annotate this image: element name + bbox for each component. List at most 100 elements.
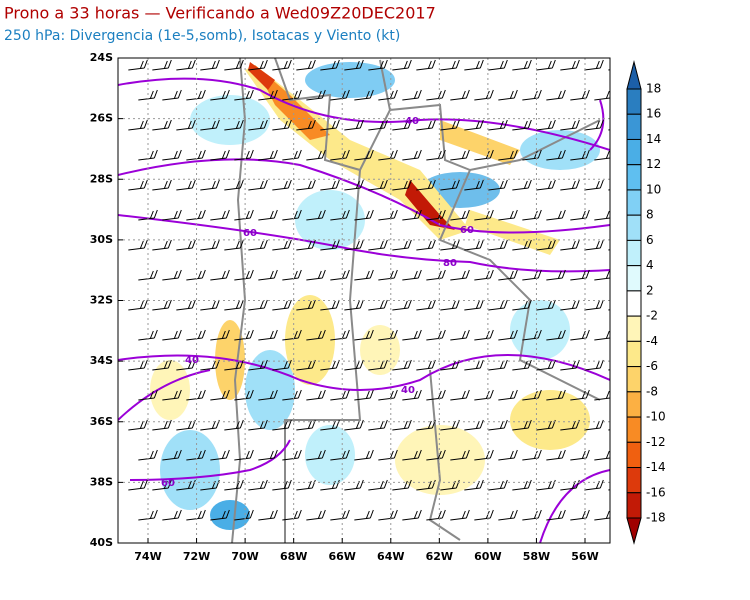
- wind-barb: [536, 299, 556, 311]
- wind-barb: [306, 449, 326, 461]
- wind-barb: [392, 119, 412, 131]
- wind-barb: [608, 369, 610, 371]
- wind-barb: [354, 509, 374, 521]
- wind-barb: [224, 239, 244, 251]
- wind-barb: [248, 299, 268, 311]
- wind-barb: [282, 449, 302, 461]
- wind-barb: [416, 119, 436, 131]
- colorbar-label: -8: [646, 384, 658, 398]
- lat-label: 32S: [90, 294, 113, 307]
- wind-barb: [354, 329, 374, 341]
- wind-barb: [354, 269, 374, 281]
- wind-barb: [546, 269, 566, 281]
- colorbar-swatch: [626, 492, 642, 519]
- wind-barb: [272, 299, 292, 311]
- wind-barb: [162, 89, 182, 101]
- lon-label: 62W: [426, 550, 453, 563]
- wind-barb: [378, 269, 398, 281]
- wind-barb: [570, 209, 590, 221]
- wind-barb: [200, 119, 220, 131]
- wind-barb: [138, 149, 158, 161]
- wind-barb: [368, 359, 388, 371]
- wind-barb: [464, 119, 484, 131]
- wind-barb: [522, 389, 542, 401]
- wind-barb: [402, 449, 422, 461]
- wind-barb: [378, 89, 398, 101]
- wind-barb: [224, 119, 244, 131]
- wind-barb: [402, 269, 422, 281]
- axes: 24S 26S 28S 30S 32S 34S 36S 38S 40S 74W 72W 70W 68W 6…: [90, 51, 599, 563]
- wind-barb: [594, 150, 610, 161]
- wind-barb: [210, 509, 230, 521]
- wind-barb: [330, 509, 350, 521]
- wind-barb: [512, 239, 532, 251]
- wind-barb: [128, 299, 148, 311]
- wind-barb: [464, 239, 484, 251]
- wind-barb: [128, 59, 148, 71]
- contour-label: 40: [185, 355, 199, 366]
- wind-barb: [234, 269, 254, 281]
- wind-barb: [522, 509, 542, 521]
- wind-barb: [128, 239, 148, 251]
- wind-barb: [186, 449, 206, 461]
- lon-label: 60W: [474, 550, 501, 563]
- lon-label: 58W: [523, 550, 550, 563]
- wind-barb: [608, 69, 610, 71]
- wind-barb: [186, 509, 206, 521]
- wind-barb: [186, 329, 206, 341]
- wind-barb: [258, 329, 278, 341]
- wind-barb: [608, 129, 610, 131]
- wind-barb: [258, 209, 278, 221]
- wind-barb: [234, 449, 254, 461]
- wind-barb: [416, 59, 436, 71]
- wind-barb: [152, 119, 172, 131]
- wind-barb: [392, 239, 412, 251]
- wind-barb: [282, 329, 302, 341]
- wind-barb: [570, 449, 590, 461]
- wind-barb: [512, 299, 532, 311]
- wind-barb: [200, 239, 220, 251]
- wind-barb: [162, 449, 182, 461]
- wind-barb: [224, 359, 244, 371]
- wind-barb: [450, 149, 470, 161]
- wind-barb: [402, 389, 422, 401]
- wind-barb: [344, 359, 364, 371]
- wind-barb: [416, 299, 436, 311]
- wind-barb: [402, 209, 422, 221]
- wind-barb: [488, 59, 508, 71]
- colorbar-arrow: [626, 60, 642, 90]
- wind-barb: [378, 509, 398, 521]
- wind-barb: [488, 419, 508, 431]
- wind-barb: [546, 209, 566, 221]
- wind-barb: [282, 209, 302, 221]
- wind-barb: [234, 389, 254, 401]
- colorbar-label: 6: [646, 233, 654, 247]
- colorbar-swatch: [626, 290, 642, 317]
- wind-barb: [258, 269, 278, 281]
- wind-barb: [152, 359, 172, 371]
- wind-barb: [162, 209, 182, 221]
- wind-barb: [512, 59, 532, 71]
- wind-barb: [368, 239, 388, 251]
- wind-barb: [186, 389, 206, 401]
- wind-barb: [248, 359, 268, 371]
- graticule: [118, 58, 610, 543]
- wind-barb: [498, 389, 518, 401]
- wind-barb: [450, 269, 470, 281]
- wind-barb: [522, 269, 542, 281]
- wind-barb: [560, 59, 580, 71]
- wind-barb: [306, 149, 326, 161]
- wind-barb: [378, 329, 398, 341]
- wind-barb: [368, 299, 388, 311]
- borders: [231, 58, 601, 543]
- wind-barb: [368, 59, 388, 71]
- wind-barb: [128, 179, 148, 191]
- wind-barb: [354, 449, 374, 461]
- wind-barb: [440, 59, 460, 71]
- colorbar-swatch: [626, 441, 642, 469]
- wind-barb: [570, 269, 590, 281]
- wind-barb: [608, 429, 610, 431]
- wind-barb: [330, 269, 350, 281]
- wind-barb: [560, 299, 580, 311]
- wind-barb: [392, 299, 412, 311]
